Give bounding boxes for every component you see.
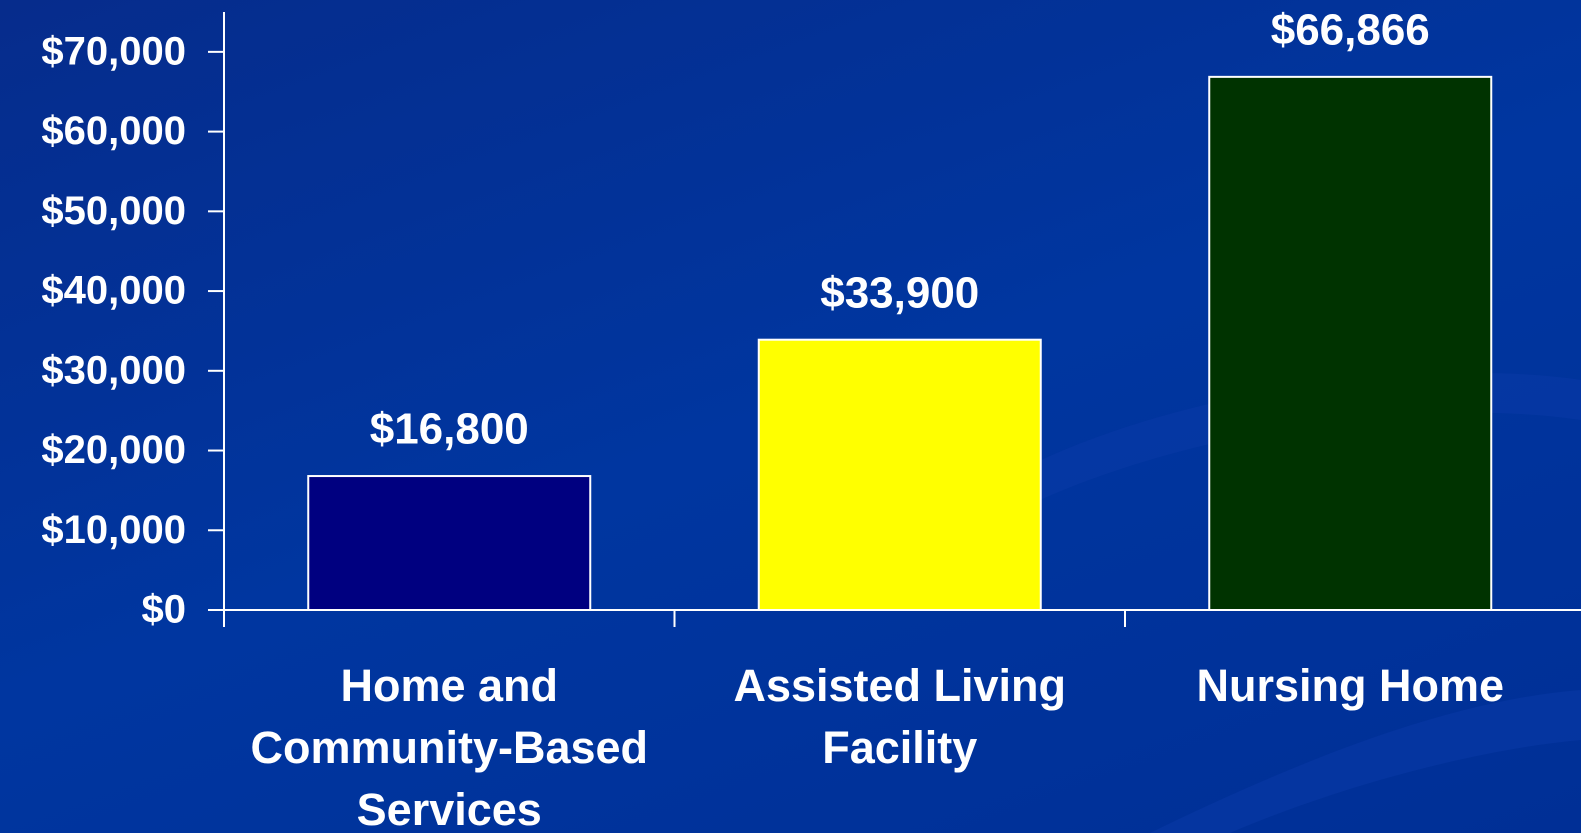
- y-tick-label: $0: [142, 588, 187, 632]
- x-tick-label: Nursing Home: [1196, 660, 1505, 711]
- x-tick-label: Home and Community-Based Services: [250, 660, 649, 833]
- data-label: $16,800: [370, 405, 529, 454]
- data-label: $66,866: [1271, 5, 1430, 54]
- decor-swoosh: [1150, 690, 1581, 833]
- y-tick-label: $40,000: [41, 269, 186, 313]
- bar: [757, 338, 1042, 611]
- bar: [307, 475, 592, 611]
- y-tick-label: $30,000: [41, 348, 186, 392]
- y-tick-label: $50,000: [41, 189, 186, 233]
- y-tick-label: $20,000: [41, 428, 186, 472]
- y-tick-label: $70,000: [41, 29, 186, 73]
- y-tick-label: $60,000: [41, 109, 186, 153]
- y-tick-label: $10,000: [41, 508, 186, 552]
- data-label: $33,900: [820, 268, 979, 317]
- bar: [1208, 75, 1493, 611]
- x-tick-label: Assisted Living Facility: [733, 660, 1067, 773]
